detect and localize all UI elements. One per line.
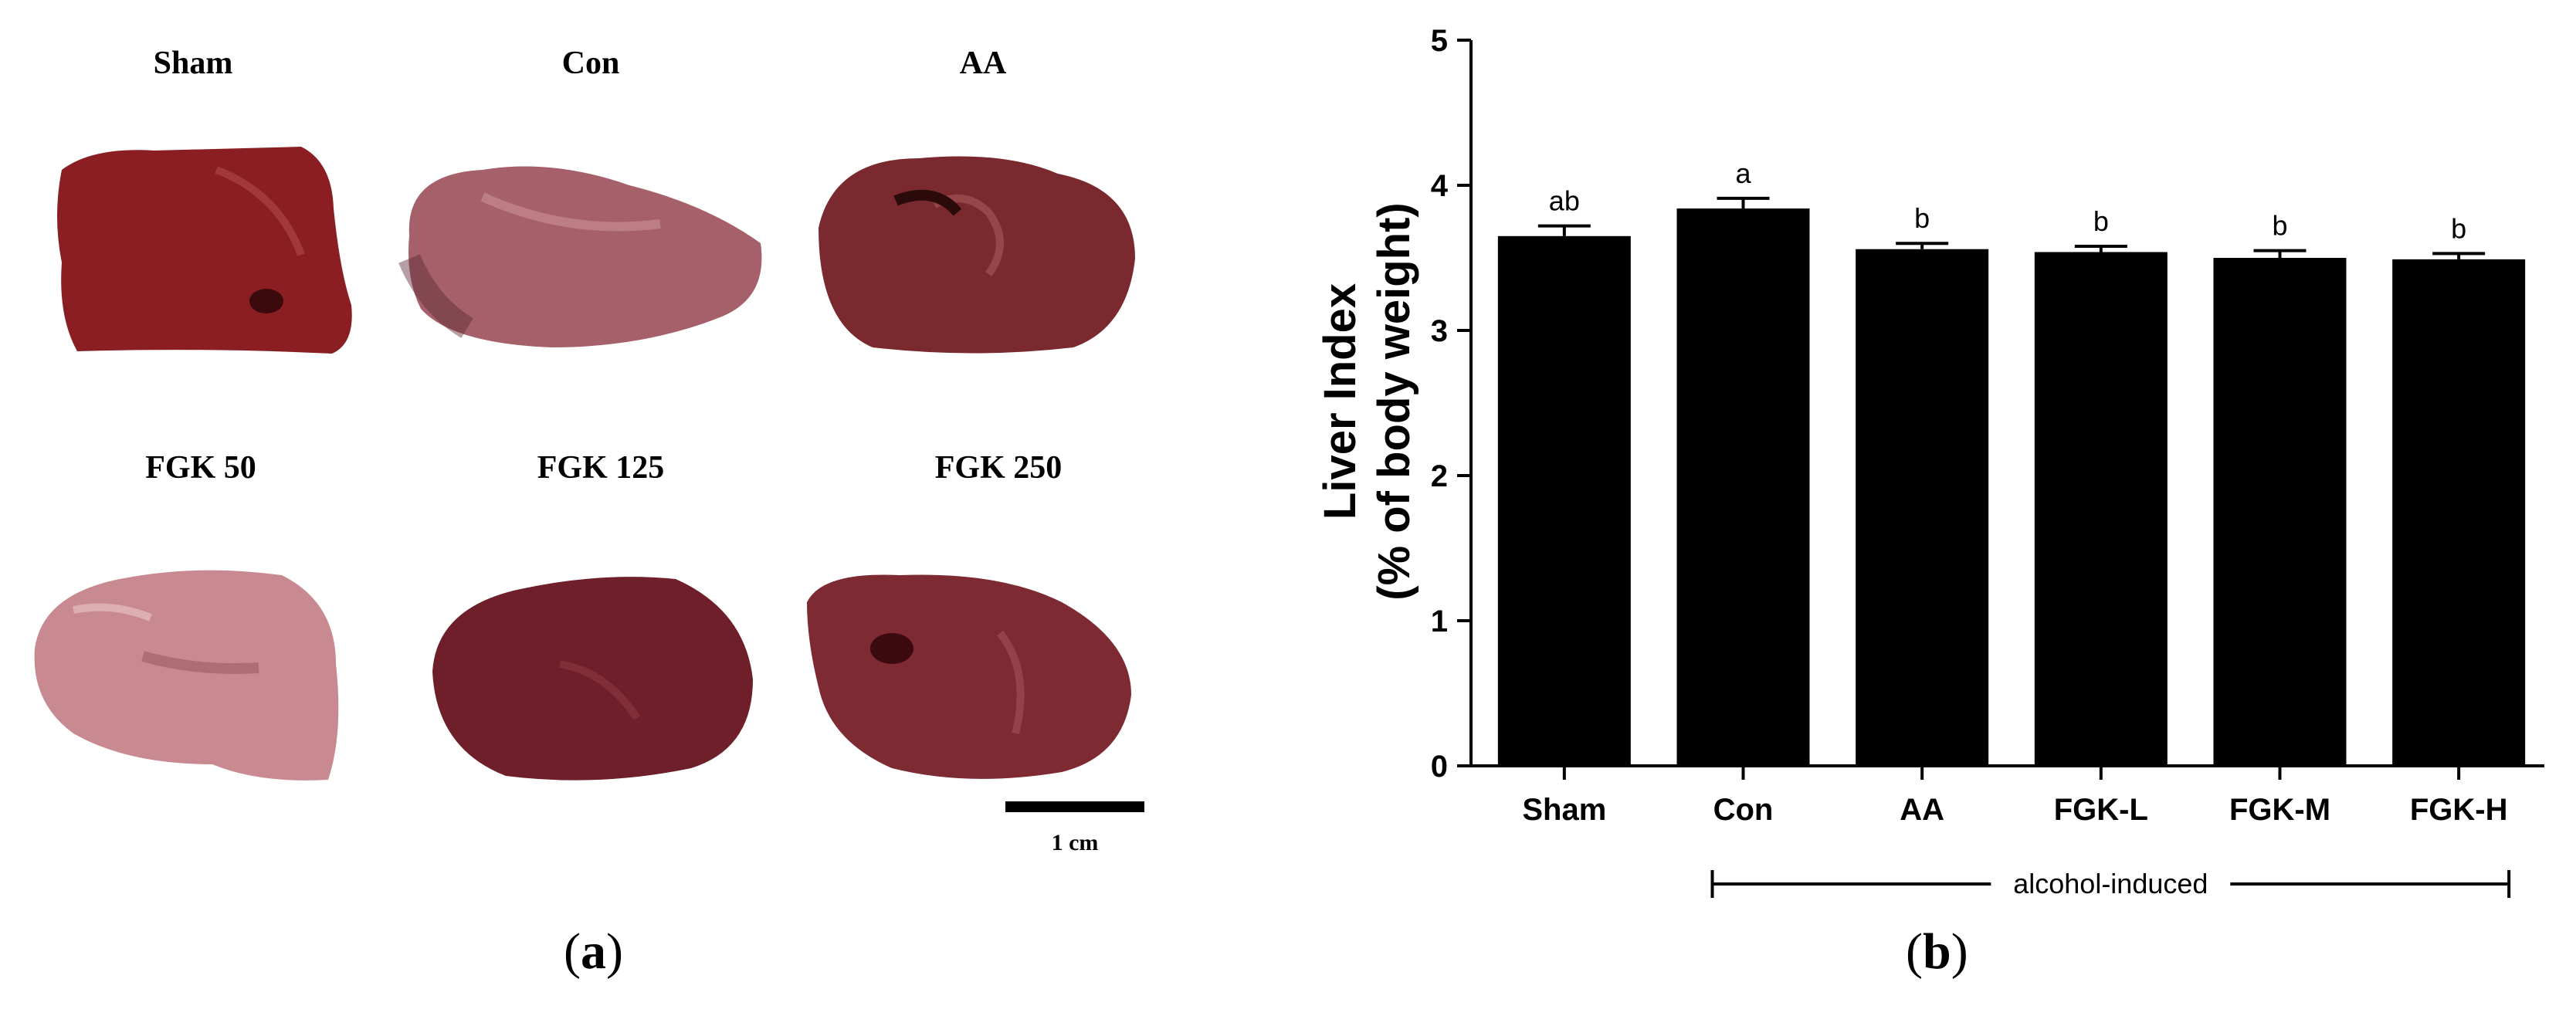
significance-label: a <box>1735 157 1751 189</box>
scale-bar <box>1005 801 1144 812</box>
bar <box>2392 259 2526 766</box>
panel-b-letter: (b) <box>1906 923 1968 980</box>
axes <box>1469 40 2544 767</box>
x-tick-label: Sham <box>1522 793 1606 827</box>
photo-label-fgk50: FGK 50 <box>145 450 256 486</box>
liver-shape-fgk50 <box>34 570 339 781</box>
bar <box>2213 258 2347 766</box>
liver-photo-aa <box>819 156 1135 354</box>
liver-photo-fgk250 <box>807 574 1131 779</box>
bar <box>1856 249 1989 767</box>
y-tick-label: 0 <box>1431 750 1448 784</box>
liver-photo-con <box>398 166 762 347</box>
photo-label-fgk125: FGK 125 <box>537 450 665 486</box>
photo-label-sham: Sham <box>153 46 233 81</box>
liver-shape-aa <box>819 156 1135 354</box>
panel-a-letter: (a) <box>564 923 623 980</box>
significance-label: b <box>2272 210 2287 242</box>
significance-label: ab <box>1549 185 1580 217</box>
y-ticks: 0 1 2 3 4 5 <box>1431 24 1471 784</box>
liver-photo-fgk125 <box>432 577 753 781</box>
x-tick-label: AA <box>1900 793 1944 827</box>
liver-shape-con <box>408 166 762 347</box>
y-tick-label: 1 <box>1431 605 1448 638</box>
x-tick-label: Con <box>1713 793 1774 827</box>
y-axis-label: Liver Index (% of body weight) <box>1315 202 1419 601</box>
group-bracket: alcohol-induced <box>1710 868 2511 899</box>
bar <box>2034 252 2168 767</box>
panel-a-photos: Sham Con AA FGK 50 FGK 125 FGK 250 1 cm … <box>0 0 1205 1016</box>
significance-label: b <box>2451 212 2466 244</box>
x-tick-label: FGK-H <box>2410 793 2508 827</box>
x-ticks: Sham Con AA FGK-L FGK-M FGK-H <box>1522 766 2507 827</box>
y-tick-label: 2 <box>1431 459 1448 493</box>
liver-photo-sham <box>57 147 352 354</box>
y-tick-label: 5 <box>1431 24 1448 58</box>
photo-label-fgk250: FGK 250 <box>934 450 1063 486</box>
liver-shape-sham <box>57 147 352 354</box>
significance-label: b <box>2093 205 2109 237</box>
y-tick-label: 4 <box>1431 169 1449 203</box>
photo-label-aa: AA <box>959 46 1007 81</box>
significance-label: b <box>1914 202 1930 234</box>
y-axis-label-line2: (% of body weight) <box>1369 202 1419 601</box>
x-tick-label: FGK-L <box>2054 793 2148 827</box>
panel-a-letter-text: a <box>580 923 606 980</box>
bar <box>1497 235 1631 766</box>
group-bracket-label: alcohol-induced <box>2013 868 2208 899</box>
scale-bar-label: 1 cm <box>1051 830 1099 855</box>
panel-b-letter-text: b <box>1922 923 1951 980</box>
bar <box>1676 208 1810 767</box>
liver-shape-fgk250 <box>807 574 1131 779</box>
x-tick-label: FGK-M <box>2229 793 2330 827</box>
y-axis-label-line1: Liver Index <box>1315 283 1365 520</box>
liver-photo-fgk50 <box>34 570 339 781</box>
y-tick-label: 3 <box>1431 314 1448 348</box>
photo-label-con: Con <box>561 46 620 81</box>
